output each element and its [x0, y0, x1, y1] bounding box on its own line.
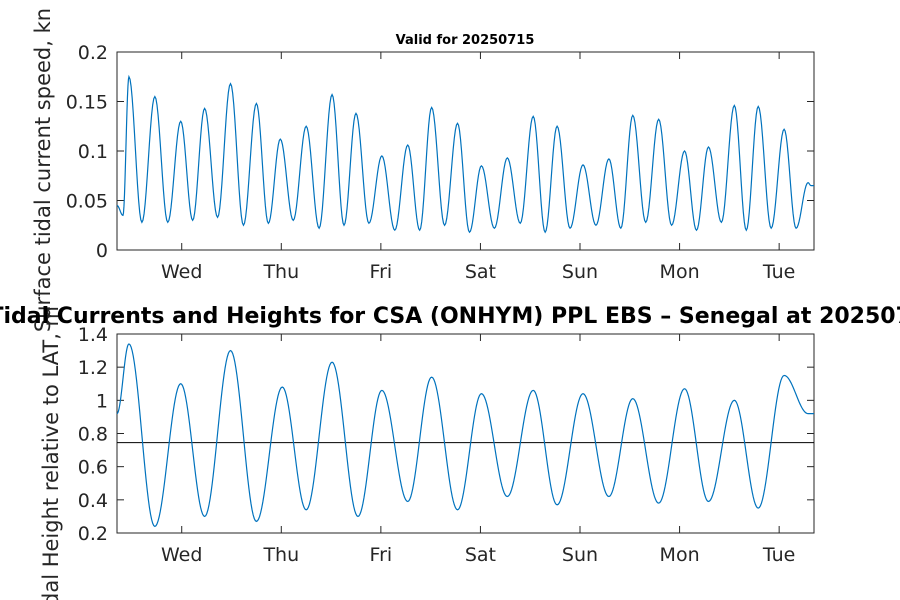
tidal-height-ytick-label: 0.8 — [78, 424, 108, 446]
tidal-height-xtick-label: Fri — [370, 544, 393, 566]
tidal-height-ytick-label: 0.2 — [78, 523, 108, 545]
current-speed-ytick-label: 0.2 — [78, 42, 108, 64]
tidal-height-xtick-label: Sat — [465, 544, 496, 566]
tidal-height-xticks: Wed Thu Fri Sat Sun Mon Tue — [161, 334, 795, 566]
current-speed-xtick-label: Fri — [370, 261, 393, 283]
tidal-height-xtick-label: Mon — [660, 544, 700, 566]
current-speed-yticks: 0 0.05 0.1 0.15 0.2 — [66, 42, 814, 262]
tidal-height-ytick-label: 0.6 — [78, 457, 108, 479]
tidal-height-series-line — [116, 343, 814, 528]
current-speed-ytick-label: 0 — [96, 240, 108, 262]
tidal-height-xtick-label: Sun — [562, 544, 598, 566]
tidal-height-ytick-label: 0.4 — [78, 490, 108, 512]
tidal-height-plot-box — [116, 333, 815, 534]
tidal-height-xtick-label: Wed — [161, 544, 202, 566]
tidal-height-xtick-label: Thu — [262, 544, 299, 566]
current-speed-xtick-label: Wed — [161, 261, 202, 283]
figure-title: Tidal Currents and Heights for CSA (ONHY… — [0, 304, 900, 329]
current-speed-xticks: Wed Thu Fri Sat Sun Mon Tue — [161, 52, 795, 283]
current-speed-ytick-label: 0.1 — [78, 141, 108, 163]
tidal-height-axes: 0.2 0.4 0.6 0.8 1 1.2 1.4 Wed Thu Fri Sat Sun Mon Tu… — [39, 306, 815, 600]
current-speed-xtick-label: Mon — [660, 261, 700, 283]
current-speed-xtick-label: Tue — [762, 261, 795, 283]
tidal-height-ytick-label: 1.2 — [78, 357, 108, 379]
current-speed-ylabel: Surface tidal current speed, kn — [31, 8, 55, 332]
current-speed-axes: 0 0.05 0.1 0.15 0.2 Wed Thu Fri Sat Sun Mon Tue Va… — [31, 8, 815, 332]
tidal-height-ylabel: Tidal Height relative to LAT, m — [39, 306, 63, 600]
tidal-height-yticks: 0.2 0.4 0.6 0.8 1 1.2 1.4 — [78, 324, 814, 545]
current-speed-xtick-label: Sat — [465, 261, 496, 283]
current-speed-ytick-label: 0.05 — [66, 191, 108, 213]
current-speed-ytick-label: 0.15 — [66, 92, 108, 114]
current-speed-title: Valid for 20250715 — [396, 33, 535, 48]
current-speed-xtick-label: Sun — [562, 261, 598, 283]
current-speed-plot-box — [116, 51, 815, 251]
current-speed-xtick-label: Thu — [262, 261, 299, 283]
tidal-height-ytick-label: 1.4 — [78, 324, 108, 346]
tidal-height-ytick-label: 1 — [96, 390, 108, 412]
tidal-height-xtick-label: Tue — [762, 544, 795, 566]
current-speed-series-line — [116, 74, 814, 234]
